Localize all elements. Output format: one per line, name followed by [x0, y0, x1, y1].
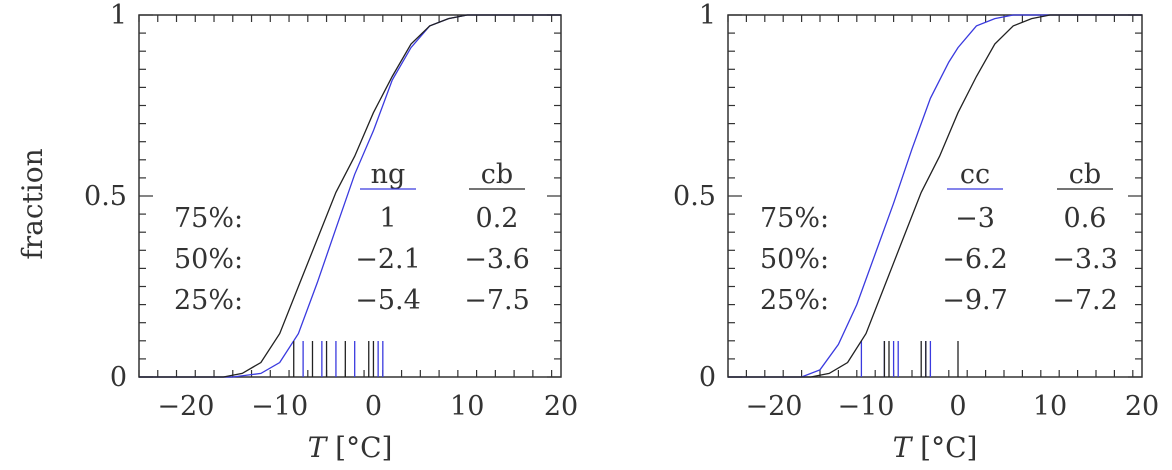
y-tick-label: 1 — [699, 0, 716, 31]
table-cell: 0.2 — [476, 203, 519, 234]
table-row-label: 75%: — [760, 203, 829, 234]
series-line-cc — [728, 14, 1142, 378]
x-tick-label: −10 — [838, 391, 895, 422]
chart-panel-2: −20 −10 0 10 20 0 0.5 1 T [°C] cc cb 75%: −3 0.6 50%: −… — [673, 0, 1159, 464]
table-cell: 1 — [379, 203, 396, 234]
table-header-cb: cb — [481, 159, 513, 190]
y-tick-label: 0 — [110, 362, 127, 393]
x-axis-label-unit: [°C] — [326, 431, 392, 464]
x-tick-label: 20 — [1125, 391, 1159, 422]
series-line-ng — [139, 14, 561, 378]
table-row-label: 75%: — [174, 203, 243, 234]
x-axis-label-unit: [°C] — [911, 431, 977, 464]
table-cell: 0.6 — [1064, 203, 1107, 234]
chart-panel-1: −20 −10 0 10 20 0 0.5 1 T [°C] fraction ng cb 75%: 1 0… — [16, 0, 578, 464]
table-cell: −3.6 — [464, 244, 530, 275]
x-tick-label: −10 — [251, 391, 308, 422]
table-cell: −7.5 — [464, 285, 530, 316]
x-tick-label: 10 — [450, 391, 484, 422]
table-cell: −5.4 — [355, 285, 421, 316]
x-axis-label: T [°C] — [893, 431, 978, 464]
y-axis-label: fraction — [16, 148, 49, 259]
series-line-cb — [139, 14, 561, 378]
y-tick-label: 0 — [699, 362, 716, 393]
y-tick-label: 0.5 — [673, 181, 716, 212]
table-cell: −2.1 — [355, 244, 421, 275]
series-line-cb — [728, 14, 1142, 378]
x-axis-label: T [°C] — [308, 431, 393, 464]
table-cell: −7.2 — [1052, 285, 1118, 316]
plot-frame — [138, 14, 562, 378]
x-tick-label: −20 — [157, 391, 214, 422]
y-tick-label: 0.5 — [84, 181, 127, 212]
table-cell: −9.7 — [942, 285, 1008, 316]
table-header-cc: cc — [960, 159, 990, 190]
table-row-label: 25%: — [760, 285, 829, 316]
x-tick-label: 10 — [1033, 391, 1067, 422]
table-header-cb: cb — [1069, 159, 1101, 190]
x-tick-label: 20 — [544, 391, 578, 422]
y-tick-label: 1 — [110, 0, 127, 31]
plot-frame — [727, 14, 1143, 378]
table-cell: −3.3 — [1052, 244, 1118, 275]
table-row-label: 25%: — [174, 285, 243, 316]
x-tick-label: 0 — [365, 391, 382, 422]
table-header-ng: ng — [371, 159, 406, 190]
table-cell: −6.2 — [942, 244, 1008, 275]
x-axis-label-symbol: T — [308, 431, 329, 464]
x-tick-label: −20 — [746, 391, 803, 422]
table-row-label: 50%: — [760, 244, 829, 275]
x-tick-label: 0 — [949, 391, 966, 422]
table-cell: −3 — [955, 203, 995, 234]
x-axis-label-symbol: T — [893, 431, 914, 464]
table-row-label: 50%: — [174, 244, 243, 275]
